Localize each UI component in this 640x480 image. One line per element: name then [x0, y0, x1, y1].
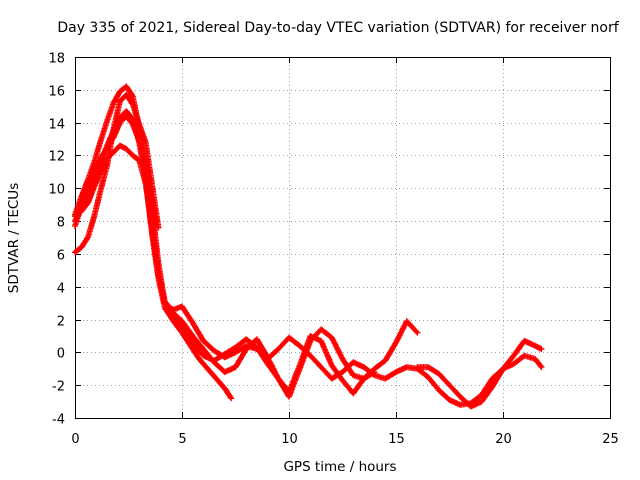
y-tick-label: 0: [57, 347, 65, 362]
y-tick-label: 8: [57, 216, 65, 231]
x-axis-label: GPS time / hours: [283, 459, 396, 475]
grid-layer: [75, 57, 610, 418]
y-tick-label: 18: [48, 52, 65, 67]
plot-frame: [75, 57, 611, 419]
series-markers: [72, 113, 421, 400]
x-tick-label: 15: [388, 432, 405, 447]
series-track-f: [414, 337, 545, 410]
y-tick-label: -2: [52, 380, 65, 395]
y-tick-label: 4: [57, 282, 65, 297]
series-markers: [72, 142, 545, 408]
series-track-d: [72, 91, 162, 256]
y-tick-label: -4: [52, 413, 65, 428]
y-tick-label: 12: [48, 150, 65, 165]
series-markers: [414, 337, 545, 410]
y-tick-label: 16: [48, 85, 65, 100]
x-tick-label: 25: [602, 432, 619, 447]
series-markers: [72, 91, 162, 256]
x-tick-label: 20: [495, 432, 512, 447]
series-track-c: [72, 113, 421, 400]
y-tick-label: 6: [57, 249, 65, 264]
x-tick-label: 0: [71, 432, 79, 447]
y-tick-label: 2: [57, 315, 65, 330]
tick-layer: 0 5 10 15 20 25 -4 -2 0 2 4 6 8 10 12 14 16 18: [48, 52, 618, 448]
x-tick-label: 10: [281, 432, 298, 447]
marker-layer: [72, 83, 545, 410]
y-tick-label: 10: [48, 183, 65, 198]
series-track-e: [72, 142, 545, 408]
chart-title: Day 335 of 2021, Sidereal Day-to-day VTE…: [57, 20, 619, 36]
y-tick-label: 14: [48, 118, 65, 133]
x-tick-label: 5: [178, 432, 186, 447]
y-axis-label: SDTVAR / TECUs: [6, 183, 22, 293]
